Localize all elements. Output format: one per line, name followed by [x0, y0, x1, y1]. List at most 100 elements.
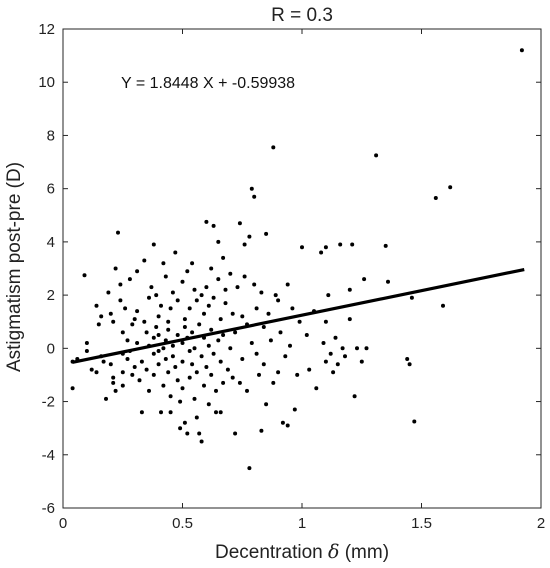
data-point-136 — [221, 255, 226, 260]
data-point-89 — [180, 386, 185, 391]
data-point-4 — [84, 341, 89, 345]
data-point-152 — [240, 357, 245, 361]
data-point-208 — [347, 317, 352, 322]
data-point-216 — [383, 243, 388, 248]
data-point-118 — [204, 365, 209, 369]
data-point-183 — [285, 423, 290, 428]
data-point-28 — [120, 383, 125, 388]
data-point-39 — [135, 309, 140, 314]
data-point-199 — [326, 293, 331, 298]
data-point-135 — [218, 317, 223, 322]
data-point-111 — [199, 293, 204, 298]
data-point-204 — [338, 242, 343, 247]
data-point-126 — [211, 351, 216, 356]
data-point-27 — [120, 370, 125, 375]
data-point-110 — [199, 439, 204, 444]
data-point-133 — [218, 359, 223, 364]
data-point-3 — [82, 273, 87, 278]
data-point-147 — [233, 330, 238, 335]
data-point-9 — [96, 322, 101, 327]
data-point-37 — [132, 365, 137, 369]
data-point-91 — [182, 317, 187, 322]
data-point-71 — [166, 370, 171, 375]
data-point-219 — [407, 362, 412, 367]
x-axis-label: Decentration δ (mm) — [215, 541, 389, 563]
data-point-194 — [319, 250, 324, 255]
data-point-119 — [206, 343, 211, 348]
data-point-14 — [106, 290, 111, 295]
data-point-198 — [323, 319, 328, 324]
data-point-154 — [242, 274, 247, 279]
data-point-224 — [448, 185, 453, 190]
data-point-186 — [292, 407, 297, 412]
data-point-151 — [240, 314, 245, 319]
data-point-66 — [161, 261, 166, 266]
data-point-58 — [156, 349, 161, 353]
data-point-113 — [202, 311, 206, 316]
data-point-81 — [175, 333, 180, 337]
data-point-195 — [321, 341, 326, 345]
data-point-23 — [118, 298, 123, 303]
data-point-164 — [254, 306, 259, 311]
data-point-18 — [111, 375, 116, 380]
data-point-179 — [278, 330, 283, 335]
data-point-17 — [111, 319, 116, 324]
data-point-127 — [211, 295, 216, 300]
data-point-165 — [257, 372, 261, 377]
data-point-137 — [221, 333, 226, 337]
data-point-43 — [139, 410, 144, 415]
data-point-168 — [261, 325, 266, 329]
data-point-173 — [268, 338, 273, 343]
data-point-5 — [84, 349, 89, 353]
data-point-139 — [223, 301, 228, 306]
data-point-170 — [264, 402, 269, 407]
data-point-68 — [163, 357, 168, 361]
y-tick-label-9: 12 — [38, 21, 55, 38]
data-point-149 — [237, 221, 242, 226]
data-point-169 — [261, 362, 266, 367]
data-point-52 — [151, 335, 156, 340]
data-point-35 — [130, 372, 135, 377]
data-point-47 — [144, 367, 149, 372]
data-point-19 — [111, 380, 116, 385]
data-point-96 — [187, 349, 192, 353]
data-point-121 — [206, 402, 211, 407]
data-point-24 — [118, 282, 123, 287]
data-point-74 — [168, 410, 173, 415]
data-point-209 — [350, 242, 355, 247]
data-point-36 — [132, 317, 137, 322]
data-point-146 — [233, 431, 238, 436]
data-point-40 — [135, 341, 140, 345]
data-point-38 — [135, 269, 140, 274]
data-point-177 — [276, 370, 281, 375]
data-point-101 — [190, 362, 195, 367]
data-point-51 — [149, 285, 154, 290]
data-point-211 — [355, 346, 359, 351]
data-point-21 — [113, 266, 118, 271]
data-point-163 — [254, 351, 259, 356]
data-point-56 — [154, 325, 159, 329]
chart-title: R = 0.3 — [271, 5, 333, 26]
y-tick-label-4: 2 — [47, 287, 55, 304]
data-point-69 — [163, 274, 168, 279]
data-point-215 — [374, 153, 379, 158]
data-point-225 — [519, 48, 524, 53]
data-point-176 — [273, 293, 278, 298]
data-point-210 — [352, 394, 357, 399]
y-tick-label-5: 4 — [47, 234, 55, 251]
data-point-162 — [252, 282, 257, 287]
data-point-122 — [209, 266, 214, 271]
data-point-7 — [94, 303, 99, 308]
data-point-207 — [347, 287, 352, 292]
x-tick-label-4: 2 — [537, 515, 545, 532]
data-point-193 — [314, 386, 319, 391]
data-point-83 — [175, 378, 180, 383]
y-tick-label-2: -2 — [42, 394, 55, 411]
data-point-20 — [113, 388, 118, 393]
data-point-142 — [228, 346, 233, 351]
data-point-117 — [204, 219, 209, 224]
data-point-202 — [333, 335, 338, 340]
data-point-166 — [259, 428, 264, 433]
data-point-123 — [209, 372, 214, 377]
data-point-61 — [156, 333, 161, 337]
